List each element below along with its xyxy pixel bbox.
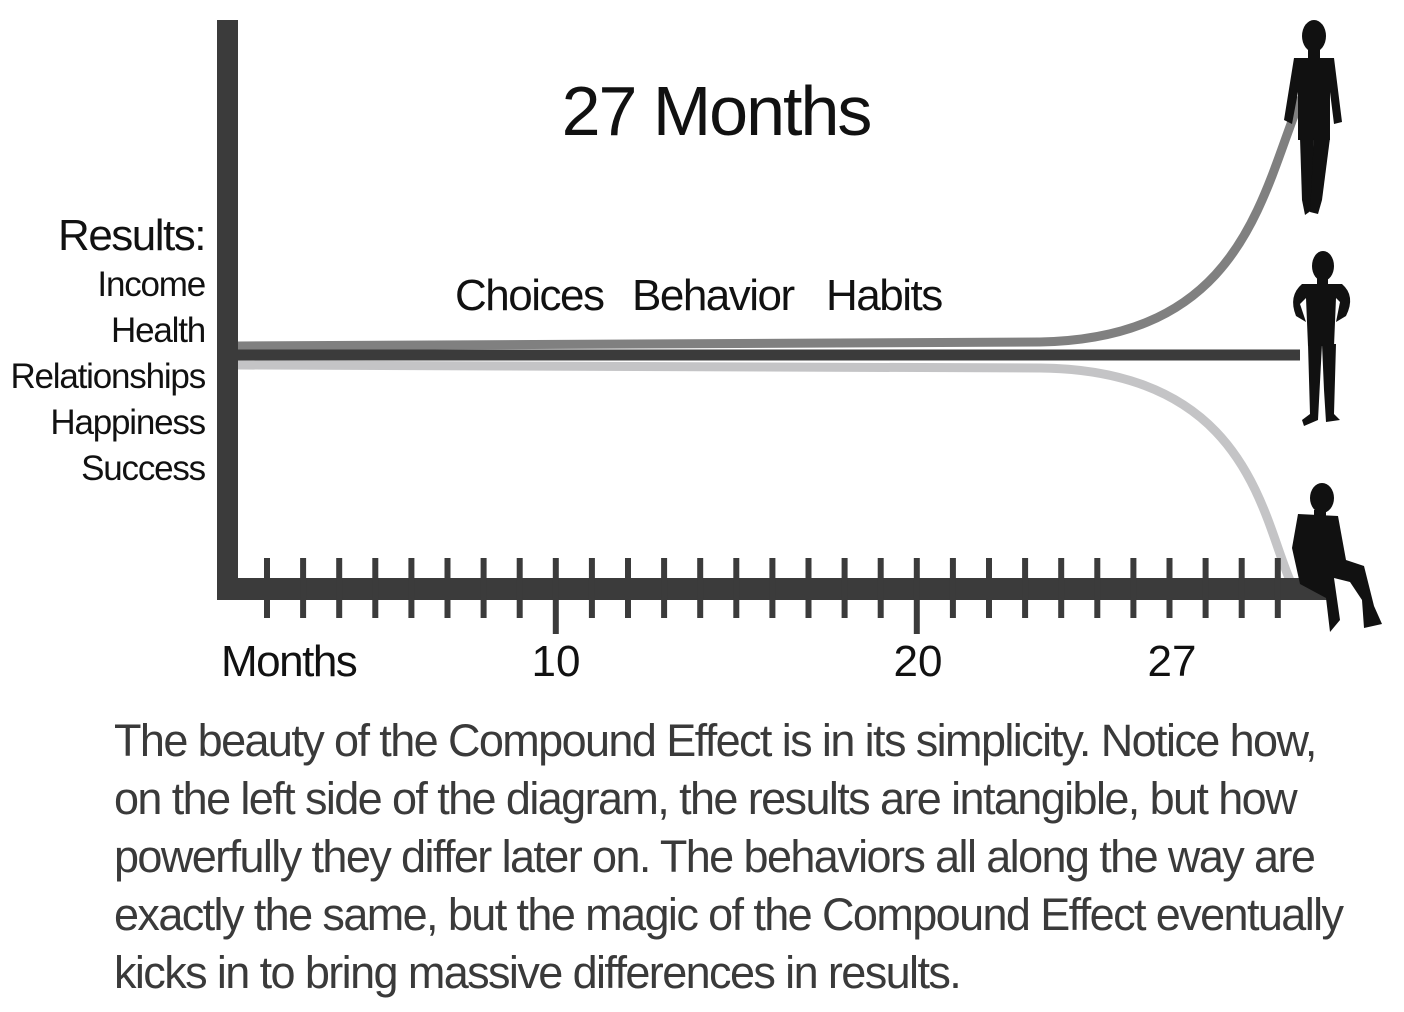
hands-on-hips-man-icon: [1293, 251, 1351, 426]
x-axis-tick: [372, 558, 379, 618]
x-axis-tick: [1130, 558, 1137, 618]
x-axis-tick: [913, 558, 920, 634]
results-item-income: Income: [97, 265, 205, 304]
x-axis-tick: [480, 558, 487, 618]
x-axis-tick: [841, 558, 848, 618]
x-axis-tick: [877, 558, 884, 618]
x-axis-tick: [1202, 558, 1209, 618]
upper-path-line: [233, 95, 1305, 351]
y-axis-line: [217, 20, 238, 600]
x-axis-tick: [1022, 558, 1029, 618]
x-axis-tick: [949, 558, 956, 618]
x-axis-tick: [625, 558, 631, 618]
x-axis-tick: [264, 558, 270, 618]
x-axis-tick: [986, 558, 992, 618]
x-axis-tick: [1238, 558, 1245, 618]
results-item-relationships: Relationships: [10, 357, 205, 396]
x-axis-tick: [516, 558, 523, 618]
stage-label-choices: Choices: [455, 271, 604, 320]
caption-paragraph: The beauty of the Compound Effect is in …: [114, 715, 1344, 998]
results-item-success: Success: [81, 449, 206, 488]
x-axis-tick: [1094, 558, 1101, 618]
compound-effect-diagram: 27 Months Results: Income Health Relatio…: [10, 20, 1382, 686]
diagram-title: 27 Months: [562, 72, 871, 150]
stage-label-habits: Habits: [826, 271, 942, 320]
x-axis-tick: [805, 558, 812, 618]
stage-label-behavior: Behavior: [632, 271, 795, 320]
x-axis-tick: [336, 558, 343, 618]
x-tick-label-27: 27: [1148, 637, 1197, 686]
x-axis-tick: [733, 558, 740, 618]
results-heading: Results:: [58, 211, 205, 260]
results-item-happiness: Happiness: [50, 403, 205, 442]
x-axis-tick: [408, 558, 415, 618]
sitting-man-icon: [1292, 483, 1382, 632]
x-axis-tick: [1274, 558, 1281, 618]
results-item-health: Health: [111, 311, 205, 350]
x-axis-tick: [661, 558, 668, 618]
x-axis-tick: [444, 558, 451, 618]
x-axis-tick: [588, 558, 595, 618]
x-axis-tick: [300, 558, 307, 618]
x-axis-tick: [697, 558, 704, 618]
x-axis-label: Months: [221, 637, 357, 686]
x-axis-ticks: [264, 558, 1281, 634]
standing-man-icon: [1284, 20, 1342, 215]
x-axis-tick: [1058, 558, 1065, 618]
lower-path-line: [233, 360, 1297, 590]
x-tick-label-20: 20: [894, 637, 943, 686]
x-axis-tick: [1166, 558, 1173, 618]
x-axis-tick: [552, 558, 559, 634]
x-axis-tick: [769, 558, 776, 618]
x-tick-label-10: 10: [532, 637, 581, 686]
